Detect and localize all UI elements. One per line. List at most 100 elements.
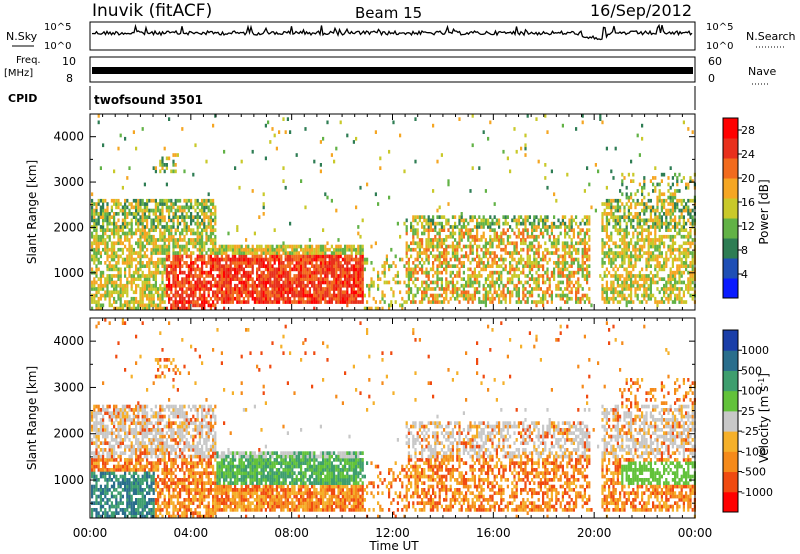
data-cell [561,280,564,285]
data-cell [484,287,487,291]
data-cell [623,231,626,236]
data-cell [597,169,600,174]
data-cell [671,290,674,295]
data-cell [256,270,259,275]
data-cell [564,257,567,262]
data-cell [275,274,278,278]
data-cell [150,270,153,275]
data-cell [297,300,300,304]
data-cell [412,247,415,252]
data-cell [130,212,133,216]
data-cell [454,251,457,255]
data-cell [460,218,463,223]
data-cell [594,163,597,167]
data-cell [647,274,650,278]
data-cell [495,221,498,226]
data-cell [253,261,256,265]
data-cell [491,238,494,242]
data-cell [634,254,637,259]
data-cell [198,208,201,213]
data-cell [225,296,228,301]
data-cell [572,274,575,278]
data-cell [227,254,230,259]
data-cell [220,283,223,288]
data-cell [528,290,531,295]
data-cell [513,287,516,291]
data-cell [284,257,287,262]
data-cell [654,257,657,262]
data-cell [539,257,542,262]
data-cell [608,234,611,239]
data-cell [570,238,573,242]
data-cell [196,218,199,223]
data-cell [348,280,351,285]
data-cell [616,293,619,298]
data-cell [179,247,182,252]
data-cell [113,254,116,259]
data-cell [432,244,435,249]
data-cell [168,215,171,219]
data-cell [289,274,292,278]
data-cell [674,234,677,239]
data-cell [669,251,672,255]
data-cell [313,287,316,291]
data-cell [203,261,206,265]
data-cell [139,290,142,295]
data-cell [425,221,428,226]
data-cell [511,264,514,268]
data-cell [656,195,659,200]
data-cell [476,234,479,239]
data-cell [278,261,281,265]
data-cell [656,303,659,308]
data-cell [605,212,608,216]
data-cell [328,296,331,301]
data-cell [141,303,144,308]
data-cell [410,225,413,229]
data-cell [531,274,534,278]
data-cell [524,261,527,265]
data-cell [423,247,426,252]
data-cell [163,202,166,206]
data-cell [137,198,140,203]
data-cell [674,280,677,285]
data-cell [634,212,637,216]
data-cell [300,287,303,291]
data-cell [249,257,252,262]
data-cell [676,293,679,298]
data-cell [691,218,694,223]
data-cell [649,257,652,262]
data-cell [194,241,197,246]
data-cell [627,208,630,213]
data-cell [212,300,215,304]
data-cell [172,251,175,255]
data-cell [229,283,232,288]
data-cell [555,225,558,229]
data-cell [174,277,177,281]
data-cell [280,270,283,275]
data-cell [172,153,175,157]
data-cell [669,280,672,285]
data-cell [91,198,94,203]
data-cell [533,244,536,249]
data-cell [476,277,479,281]
data-cell [245,283,248,288]
data-cell [467,221,470,226]
data-cell [99,306,102,311]
data-cell [344,267,347,272]
data-cell [581,257,584,262]
data-cell [638,212,641,216]
data-cell [339,247,342,252]
data-cell [405,247,408,252]
data-cell [478,261,481,265]
data-cell [174,241,177,246]
data-cell [154,274,157,278]
data-cell [271,290,274,295]
data-cell [190,221,193,226]
data-cell [630,212,633,216]
data-cell [575,293,578,298]
data-cell [313,251,316,255]
data-cell [236,274,239,278]
data-cell [425,293,428,298]
data-cell [689,251,692,255]
data-cell [150,251,153,255]
